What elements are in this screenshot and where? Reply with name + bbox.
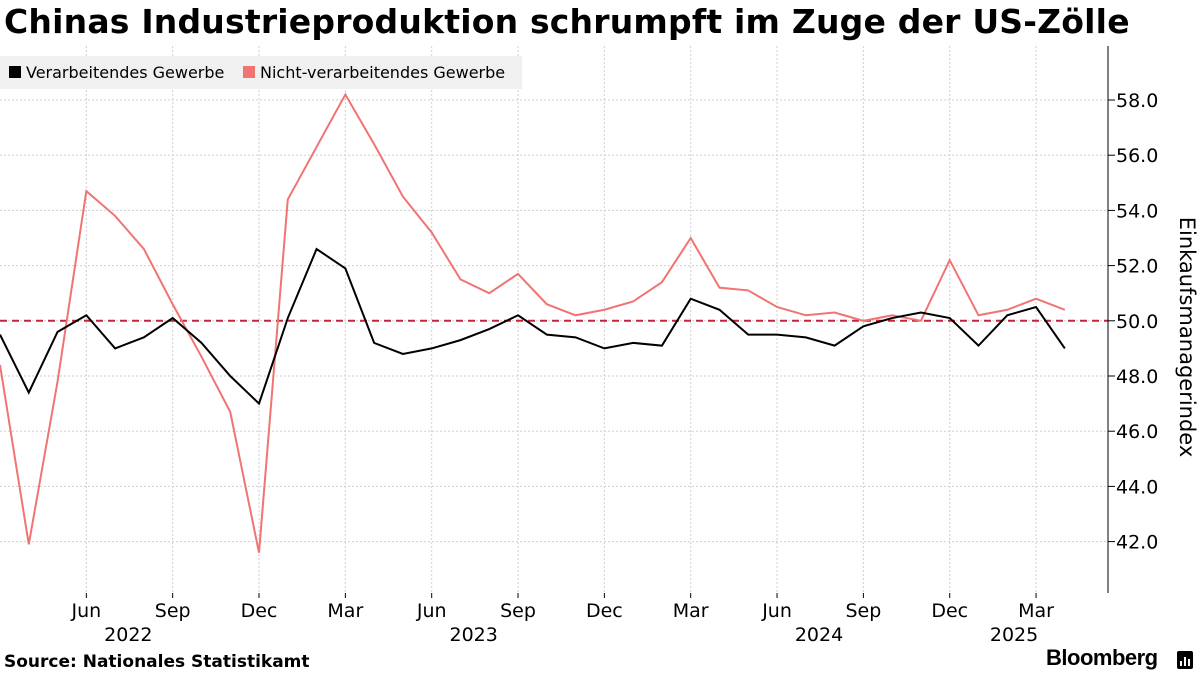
x-tick-label: Dec [241,600,278,622]
y-axis-ticks: 42.0 44.0 46.0 48.0 50.0 52.0 54.0 56.0 58.0 [1108,90,1158,554]
legend-label-non-manufacturing: Nicht-verarbeitendes Gewerbe [260,63,505,82]
x-tick-label: Mar [673,600,709,622]
bloomberg-logo: Bloomberg [1046,645,1158,670]
x-year-label: 2022 [104,624,152,646]
legend-swatch-manufacturing [9,66,21,78]
y-axis-label: Einkaufsmanagerindex [1175,217,1199,458]
vertical-gridlines [85,46,1037,593]
y-tick-label: 48.0 [1116,366,1158,388]
series-line-non-manufacturing [0,92,1066,553]
y-tick-label: 42.0 [1116,532,1158,554]
bloomberg-terminal-icon [1177,651,1193,669]
chart-legend: Verarbeitendes Gewerbe Nicht-verarbeiten… [0,56,522,89]
x-tick-label: Jun [416,600,447,622]
x-tick-label: Sep [845,600,881,622]
x-tick-label: Jun [761,600,792,622]
y-tick-label: 50.0 [1116,311,1158,333]
x-axis-year-labels: 2022 2023 2024 2025 [104,624,1038,646]
x-tick-label: Mar [327,600,363,622]
y-tick-label: 44.0 [1116,476,1158,498]
y-tick-label: 46.0 [1116,421,1158,443]
x-tick-label: Dec [586,600,623,622]
x-axis-ticks: Jun Sep Dec Mar Jun Sep Dec Mar Jun Sep Dec Mar [70,593,1054,622]
x-tick-label: Mar [1018,600,1054,622]
x-tick-label: Sep [500,600,536,622]
series-line-manufacturing [0,247,1066,406]
x-year-label: 2025 [990,624,1038,646]
x-tick-label: Sep [155,600,191,622]
y-tick-label: 56.0 [1116,145,1158,167]
x-tick-label: Jun [70,600,101,622]
x-tick-label: Dec [931,600,968,622]
y-tick-label: 52.0 [1116,256,1158,278]
y-tick-label: 58.0 [1116,90,1158,112]
legend-background [0,56,522,89]
x-year-label: 2023 [450,624,498,646]
legend-label-manufacturing: Verarbeitendes Gewerbe [26,63,224,82]
y-tick-label: 54.0 [1116,200,1158,222]
source-note: Source: Nationales Statistikamt [4,652,310,672]
legend-swatch-non-manufacturing [243,66,255,78]
chart-title: Chinas Industrieproduktion schrumpft im … [4,2,1130,41]
x-year-label: 2024 [795,624,843,646]
